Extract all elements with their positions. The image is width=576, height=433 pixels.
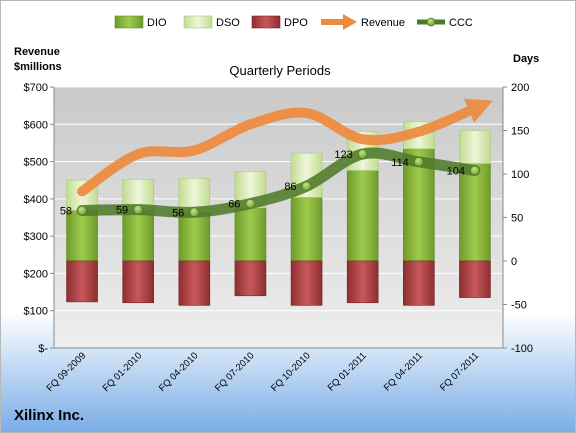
bar-dpo xyxy=(234,260,267,297)
right-axis-title: Days xyxy=(513,53,539,65)
left-tick-label: $300 xyxy=(24,231,48,243)
right-tick-label: 0 xyxy=(511,256,517,268)
bar-dpo xyxy=(290,260,323,306)
ccc-point xyxy=(77,205,87,216)
legend-swatch xyxy=(114,15,144,29)
ccc-data-label: 123 xyxy=(334,149,352,161)
ccc-data-label: 58 xyxy=(60,206,72,218)
left-tick-label: $400 xyxy=(24,194,48,206)
left-axis-title-line2: $millions xyxy=(14,61,62,73)
ccc-point xyxy=(413,156,424,167)
ccc-point xyxy=(301,181,312,192)
right-tick-label: 50 xyxy=(511,213,523,225)
ccc-data-label: 104 xyxy=(447,166,465,178)
left-tick-label: $- xyxy=(38,343,48,355)
bar-dso xyxy=(459,130,491,164)
bar-dio xyxy=(178,211,211,262)
ccc-point xyxy=(189,207,200,218)
left-axis-title-line1: Revenue xyxy=(14,46,60,58)
legend-label: Revenue xyxy=(361,17,405,29)
legend-swatch xyxy=(183,15,213,29)
bar-dio xyxy=(122,209,154,262)
right-tick-label: 100 xyxy=(511,169,529,181)
bar-dio xyxy=(346,170,379,262)
bar-dio xyxy=(290,197,323,262)
left-tick-label: $500 xyxy=(24,157,48,169)
legend-label: DIO xyxy=(147,17,167,29)
bar-dio xyxy=(66,210,98,262)
legend-label: DPO xyxy=(284,17,308,29)
left-tick-label: $100 xyxy=(24,306,48,318)
ccc-data-label: 86 xyxy=(284,181,296,193)
ccc-line xyxy=(76,147,481,218)
left-tick-label: $200 xyxy=(24,268,48,280)
legend: DIO DSO DPO Revenue CCC xyxy=(114,14,473,30)
ccc-data-label: 114 xyxy=(391,157,409,169)
bar-dpo xyxy=(459,260,491,298)
bar-dpo xyxy=(66,260,98,303)
legend-marker xyxy=(426,17,436,27)
ccc-data-label: 59 xyxy=(116,205,128,217)
ccc-data-label: 56 xyxy=(172,207,184,219)
legend-arrowhead xyxy=(343,14,357,30)
legend-swatch xyxy=(251,15,281,29)
legend-label: CCC xyxy=(449,17,473,29)
left-tick-label: $600 xyxy=(24,119,48,131)
left-tick-label: $700 xyxy=(24,82,48,94)
revenue-line xyxy=(77,98,493,197)
ccc-point xyxy=(470,165,480,176)
ccc-point xyxy=(357,149,368,159)
legend-label: DSO xyxy=(216,17,240,29)
right-tick-label: -100 xyxy=(511,343,533,355)
right-tick-label: -50 xyxy=(511,300,527,312)
right-tick-label: 150 xyxy=(511,126,529,138)
bar-dio xyxy=(234,207,267,262)
bar-dpo xyxy=(178,260,211,306)
ccc-data-label: 66 xyxy=(228,199,240,211)
bar-dpo xyxy=(403,260,435,306)
chart-title: Quarterly Periods xyxy=(229,63,331,78)
right-tick-label: 200 xyxy=(511,82,529,94)
revenue-layer xyxy=(77,98,493,197)
ccc-point xyxy=(133,204,144,215)
bar-dio xyxy=(459,163,491,262)
ccc-point xyxy=(245,198,256,209)
bar-dpo xyxy=(122,260,154,304)
ccc-layer: 58 59 56 66 86 123 114 104 xyxy=(60,147,481,219)
bar-dpo xyxy=(346,260,379,304)
company-name: Xilinx Inc. xyxy=(14,407,84,424)
